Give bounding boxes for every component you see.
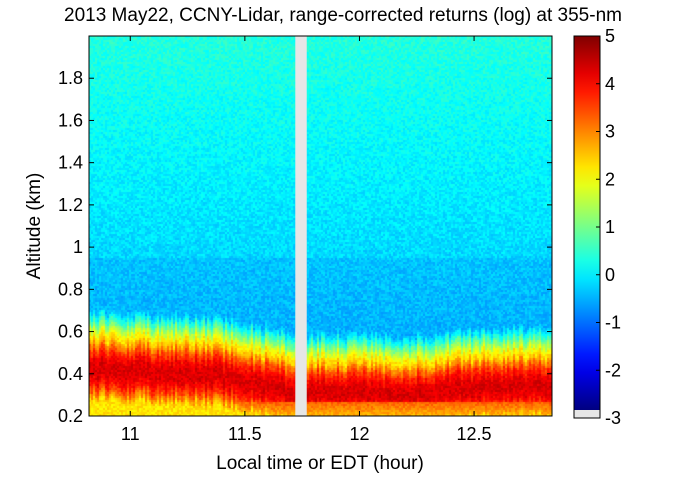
y-tick-label: 1.6 (58, 110, 83, 130)
colorbar-missing-swatch (574, 410, 600, 418)
colorbar-tick-label: 5 (605, 26, 615, 46)
y-tick-label: 0.4 (58, 364, 83, 384)
missing-data-gap (295, 36, 307, 416)
y-tick-label: 1.8 (58, 68, 83, 88)
plot-frame (88, 35, 553, 417)
y-axis-label: Altitude (km) (24, 173, 45, 280)
y-tick-label: 0.8 (58, 279, 83, 299)
colorbar-gradient (574, 36, 600, 410)
x-tick-label: 12 (349, 424, 369, 444)
y-tick-label: 0.6 (58, 322, 83, 342)
colorbar: -3 -2 -1 0 1 2 3 4 5 (573, 26, 621, 428)
colorbar-tick-label: 1 (605, 217, 615, 237)
colorbar-tick-label: -3 (605, 408, 621, 428)
colorbar-tick-label: 3 (605, 122, 615, 142)
y-tick-label: 1.2 (58, 195, 83, 215)
y-tick-label: 1 (73, 237, 83, 257)
colorbar-tick-label: 0 (605, 265, 615, 285)
heatmap-plot-area (89, 36, 552, 416)
y-tick-label: 1.4 (58, 153, 83, 173)
chart-title: 2013 May22, CCNY-Lidar, range-corrected … (64, 5, 622, 26)
x-axis: 11 11.5 12 12.5 (121, 36, 492, 444)
x-tick-label: 12.5 (457, 424, 492, 444)
y-axis: 0.2 0.4 0.6 0.8 1 1.2 1.4 1.6 1.8 (58, 68, 552, 426)
x-tick-label: 11.5 (228, 424, 262, 444)
colorbar-tick-label: -1 (605, 313, 621, 333)
heatmap-image (89, 36, 552, 416)
y-tick-label: 0.2 (58, 406, 83, 426)
colorbar-tick-label: 2 (605, 169, 615, 189)
colorbar-tick-label: 4 (605, 74, 615, 94)
colorbar-tick-label: -2 (605, 360, 621, 380)
x-tick-label: 11 (121, 424, 140, 444)
x-axis-label: Local time or EDT (hour) (216, 453, 424, 474)
